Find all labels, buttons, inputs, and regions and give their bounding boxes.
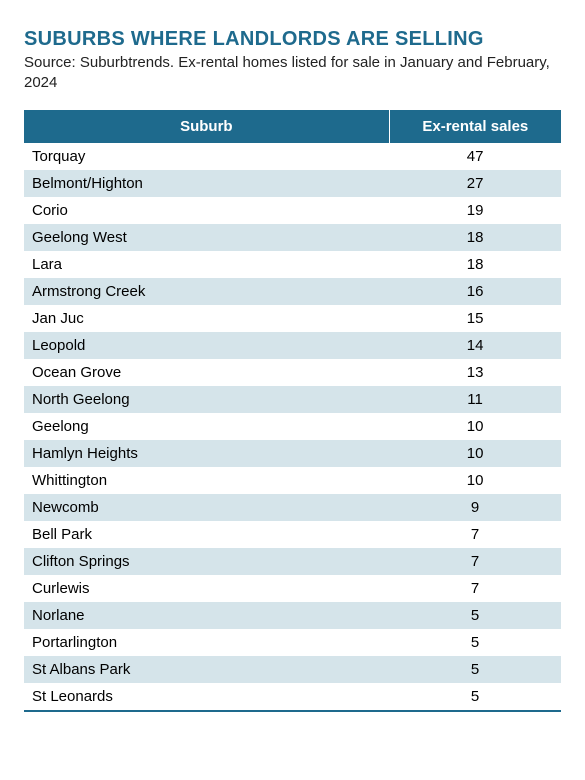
cell-suburb: St Albans Park xyxy=(24,656,389,683)
table-body: Torquay47Belmont/Highton27Corio19Geelong… xyxy=(24,143,561,710)
table-row: Curlewis7 xyxy=(24,575,561,602)
cell-sales: 10 xyxy=(389,467,561,494)
cell-suburb: Torquay xyxy=(24,143,389,170)
cell-sales: 7 xyxy=(389,548,561,575)
cell-sales: 11 xyxy=(389,386,561,413)
source-text: Source: Suburbtrends. Ex-rental homes li… xyxy=(24,53,561,92)
table-row: Geelong West18 xyxy=(24,224,561,251)
page-title: SUBURBS WHERE LANDLORDS ARE SELLING xyxy=(24,28,561,51)
table-row: Corio19 xyxy=(24,197,561,224)
cell-suburb: Geelong West xyxy=(24,224,389,251)
cell-suburb: Corio xyxy=(24,197,389,224)
col-header-sales: Ex-rental sales xyxy=(389,110,561,143)
table-row: Leopold14 xyxy=(24,332,561,359)
table-header-row: Suburb Ex-rental sales xyxy=(24,110,561,143)
cell-suburb: Jan Juc xyxy=(24,305,389,332)
col-header-suburb: Suburb xyxy=(24,110,389,143)
table-container: Suburb Ex-rental sales Torquay47Belmont/… xyxy=(24,110,561,712)
table-row: Bell Park7 xyxy=(24,521,561,548)
table-row: Hamlyn Heights10 xyxy=(24,440,561,467)
table-row: Whittington10 xyxy=(24,467,561,494)
cell-suburb: Clifton Springs xyxy=(24,548,389,575)
cell-suburb: Hamlyn Heights xyxy=(24,440,389,467)
table-row: St Leonards5 xyxy=(24,683,561,710)
table-row: North Geelong11 xyxy=(24,386,561,413)
table-row: Clifton Springs7 xyxy=(24,548,561,575)
cell-suburb: North Geelong xyxy=(24,386,389,413)
cell-suburb: St Leonards xyxy=(24,683,389,710)
cell-sales: 27 xyxy=(389,170,561,197)
cell-sales: 18 xyxy=(389,224,561,251)
cell-suburb: Newcomb xyxy=(24,494,389,521)
cell-sales: 10 xyxy=(389,413,561,440)
cell-sales: 5 xyxy=(389,656,561,683)
table-row: Portarlington5 xyxy=(24,629,561,656)
suburbs-table: Suburb Ex-rental sales Torquay47Belmont/… xyxy=(24,110,561,710)
cell-suburb: Curlewis xyxy=(24,575,389,602)
cell-sales: 7 xyxy=(389,575,561,602)
table-row: Torquay47 xyxy=(24,143,561,170)
cell-sales: 7 xyxy=(389,521,561,548)
table-row: Ocean Grove13 xyxy=(24,359,561,386)
cell-sales: 15 xyxy=(389,305,561,332)
table-row: Armstrong Creek16 xyxy=(24,278,561,305)
cell-suburb: Belmont/Highton xyxy=(24,170,389,197)
cell-sales: 10 xyxy=(389,440,561,467)
cell-suburb: Armstrong Creek xyxy=(24,278,389,305)
cell-sales: 13 xyxy=(389,359,561,386)
cell-suburb: Bell Park xyxy=(24,521,389,548)
cell-sales: 47 xyxy=(389,143,561,170)
cell-suburb: Lara xyxy=(24,251,389,278)
cell-sales: 18 xyxy=(389,251,561,278)
table-row: Newcomb9 xyxy=(24,494,561,521)
cell-sales: 14 xyxy=(389,332,561,359)
cell-suburb: Geelong xyxy=(24,413,389,440)
cell-suburb: Leopold xyxy=(24,332,389,359)
table-row: St Albans Park5 xyxy=(24,656,561,683)
table-row: Belmont/Highton27 xyxy=(24,170,561,197)
cell-suburb: Ocean Grove xyxy=(24,359,389,386)
cell-sales: 5 xyxy=(389,683,561,710)
cell-sales: 5 xyxy=(389,602,561,629)
cell-sales: 19 xyxy=(389,197,561,224)
cell-suburb: Norlane xyxy=(24,602,389,629)
cell-sales: 16 xyxy=(389,278,561,305)
table-row: Geelong10 xyxy=(24,413,561,440)
table-row: Norlane5 xyxy=(24,602,561,629)
cell-sales: 5 xyxy=(389,629,561,656)
table-row: Jan Juc15 xyxy=(24,305,561,332)
cell-suburb: Whittington xyxy=(24,467,389,494)
table-row: Lara18 xyxy=(24,251,561,278)
cell-sales: 9 xyxy=(389,494,561,521)
cell-suburb: Portarlington xyxy=(24,629,389,656)
